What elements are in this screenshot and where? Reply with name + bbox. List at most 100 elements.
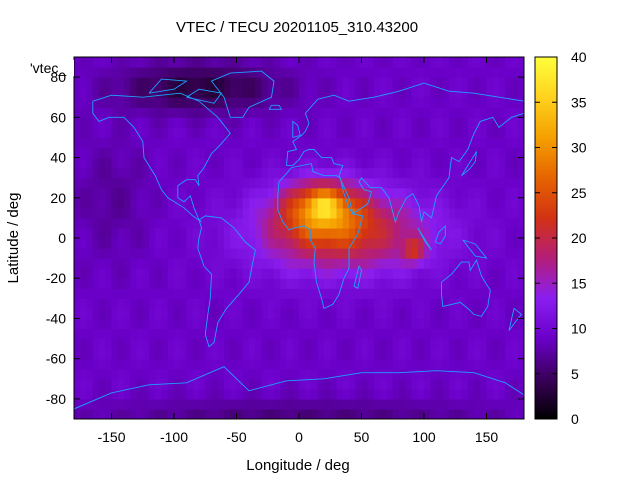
heatmap-cell [99, 197, 106, 209]
heatmap-cell [149, 107, 156, 118]
heatmap-cell [149, 408, 156, 419]
heatmap-cell [286, 338, 294, 350]
heatmap-cell [174, 378, 181, 390]
heatmap-cell [242, 147, 250, 159]
heatmap-cell [505, 187, 513, 199]
heatmap-cell [267, 398, 275, 410]
heatmap-cell [517, 227, 524, 239]
heatmap-cell [342, 398, 350, 410]
heatmap-cell [149, 368, 156, 380]
heatmap-cell [111, 368, 119, 380]
heatmap-cell [74, 368, 81, 380]
heatmap-cell [336, 127, 344, 139]
heatmap-cell [392, 127, 400, 139]
heatmap-cell [149, 177, 156, 189]
heatmap-cell [249, 328, 256, 340]
heatmap-cell [261, 67, 269, 78]
heatmap-cell [155, 338, 163, 350]
heatmap-cell [474, 137, 481, 149]
heatmap-cell [211, 67, 219, 78]
heatmap-cell [474, 238, 481, 249]
heatmap-cell [111, 298, 119, 309]
heatmap-cell [130, 207, 138, 219]
heatmap-cell [292, 238, 300, 249]
heatmap-cell [499, 57, 506, 68]
heatmap-cell [255, 298, 263, 309]
heatmap-cell [230, 187, 238, 199]
heatmap-cell [205, 197, 213, 209]
heatmap-cell [167, 217, 175, 229]
heatmap-cell [311, 77, 319, 88]
heatmap-cell [442, 197, 450, 209]
heatmap-cell [286, 408, 294, 419]
heatmap-cell [261, 107, 269, 118]
heatmap-cell [236, 378, 244, 390]
heatmap-cell [136, 408, 144, 419]
heatmap-cell [424, 348, 431, 360]
heatmap-cell [505, 298, 513, 309]
heatmap-cell [355, 238, 363, 249]
heatmap-cell [217, 278, 225, 289]
heatmap-cell [511, 378, 519, 390]
heatmap-cell [449, 288, 456, 299]
heatmap-cell [411, 187, 419, 199]
heatmap-cell [442, 147, 450, 159]
heatmap-cell [399, 398, 406, 410]
heatmap-cell [442, 117, 450, 128]
heatmap-cell [461, 187, 469, 199]
heatmap-cell [136, 358, 144, 370]
heatmap-cell [161, 248, 169, 259]
heatmap-cell [330, 197, 338, 209]
heatmap-cell [180, 338, 188, 350]
heatmap-cell [192, 167, 200, 179]
heatmap-cell [517, 107, 524, 118]
heatmap-cell [417, 328, 425, 340]
heatmap-cell [92, 137, 100, 149]
heatmap-cell [399, 318, 406, 330]
heatmap-cell [130, 137, 138, 149]
heatmap-cell [111, 318, 119, 330]
heatmap-cell [361, 258, 369, 269]
heatmap-cell [361, 217, 369, 229]
heatmap-cell [342, 388, 350, 400]
heatmap-cell [430, 117, 438, 128]
heatmap-cell [230, 238, 238, 249]
heatmap-cell [161, 388, 169, 400]
heatmap-cell [192, 358, 200, 370]
heatmap-cell [224, 197, 231, 209]
heatmap-cell [199, 318, 206, 330]
heatmap-cell [149, 127, 156, 139]
heatmap-cell [74, 57, 81, 68]
heatmap-cell [124, 318, 131, 330]
heatmap-cell [280, 177, 288, 189]
heatmap-cell [105, 187, 113, 199]
heatmap-cell [430, 87, 438, 98]
heatmap-cell [192, 318, 200, 330]
heatmap-cell [92, 87, 100, 98]
heatmap-cell [305, 77, 313, 88]
heatmap-cell [236, 147, 244, 159]
heatmap-cell [374, 117, 381, 128]
heatmap-cell [392, 248, 400, 259]
heatmap-cell [330, 167, 338, 179]
heatmap-cell [130, 288, 138, 299]
heatmap-cell [317, 127, 325, 139]
heatmap-cell [367, 238, 375, 249]
heatmap-cell [430, 328, 438, 340]
heatmap-cell [242, 227, 250, 239]
heatmap-cell [424, 248, 431, 259]
heatmap-cell [105, 157, 113, 169]
heatmap-cell [217, 248, 225, 259]
heatmap-cell [480, 258, 488, 269]
heatmap-cell [367, 177, 375, 189]
heatmap-cell [155, 107, 163, 118]
heatmap-cell [124, 238, 131, 249]
heatmap-cell [436, 238, 444, 249]
heatmap-cell [142, 368, 150, 380]
heatmap-cell [105, 207, 113, 219]
heatmap-cell [405, 97, 413, 108]
heatmap-cell [261, 408, 269, 419]
heatmap-cell [430, 268, 438, 279]
heatmap-cell [92, 348, 100, 360]
heatmap-cell [386, 268, 394, 279]
